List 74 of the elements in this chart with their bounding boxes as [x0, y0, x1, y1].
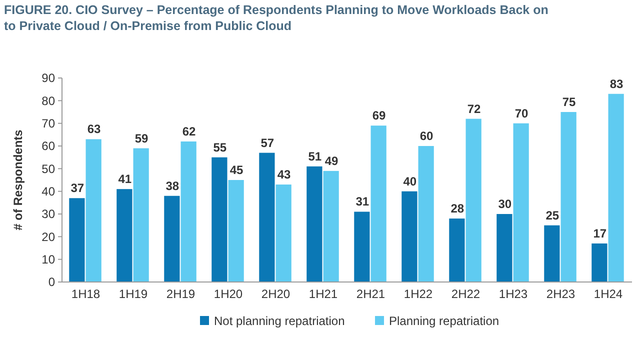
bar	[86, 139, 102, 282]
y-tick-label: 0	[48, 275, 56, 290]
bar	[212, 157, 228, 282]
legend-label: Planning repatriation	[389, 314, 500, 328]
data-label: 28	[450, 202, 464, 216]
bar	[608, 94, 624, 282]
y-tick-label: 10	[42, 252, 56, 267]
y-tick-label: 50	[42, 162, 56, 176]
x-tick-label: 1H21	[308, 287, 338, 301]
data-label: 40	[403, 174, 417, 188]
bar	[418, 146, 434, 282]
data-label: 59	[134, 131, 149, 146]
x-tick-label: 1H23	[498, 287, 528, 301]
y-tick-label: 20	[42, 230, 56, 244]
data-label: 41	[118, 172, 132, 186]
bar	[496, 214, 512, 282]
data-label: 60	[420, 129, 434, 143]
bar	[306, 166, 322, 282]
bar	[449, 218, 465, 282]
chart-title: FIGURE 20. CIO Survey – Percentage of Respondents Planning to Move Workloads Back on to Private Cloud / On-Premise from Public Cloud	[4, 3, 548, 33]
data-label: 45	[230, 163, 244, 177]
data-label: 69	[372, 108, 386, 123]
y-axis-title: # of Respondents	[11, 129, 25, 230]
bar	[259, 152, 275, 282]
bar	[133, 148, 149, 282]
bar	[544, 225, 560, 282]
bar	[402, 191, 418, 282]
bar	[228, 180, 244, 282]
data-label: 17	[593, 226, 607, 240]
data-label: 57	[260, 136, 274, 150]
x-tick-label: 1H18	[71, 287, 100, 301]
y-tick-label: 90	[42, 71, 56, 86]
bar	[592, 243, 608, 282]
data-label: 38	[166, 178, 180, 193]
x-tick-label: 2H23	[546, 287, 576, 301]
data-label: 55	[213, 140, 227, 154]
bar	[560, 112, 576, 282]
data-label: 63	[87, 122, 102, 136]
y-tick-label: 60	[42, 139, 56, 154]
bar	[354, 212, 370, 282]
x-tick-label: 2H19	[166, 287, 196, 301]
bar	[370, 126, 386, 282]
data-label: 31	[356, 194, 370, 209]
data-label: 49	[324, 154, 339, 168]
y-tick-label: 30	[42, 207, 56, 222]
bar	[323, 170, 339, 282]
x-tick-label: 1H19	[118, 287, 148, 301]
y-tick-label: 80	[42, 94, 56, 108]
x-tick-label: 2H22	[451, 287, 480, 301]
legend-label: Not planning repatriation	[214, 314, 345, 328]
data-label: 37	[70, 181, 84, 196]
y-tick-label: 40	[42, 184, 56, 199]
y-tick-label: 70	[42, 116, 56, 131]
data-label: 43	[277, 168, 292, 182]
data-label: 75	[562, 95, 576, 109]
bar	[69, 198, 85, 282]
x-tick-label: 1H20	[214, 287, 243, 301]
bar	[164, 196, 180, 282]
x-tick-label: 1H24	[594, 287, 623, 301]
bar	[116, 189, 132, 282]
data-label: 83	[610, 76, 624, 91]
bar	[513, 123, 529, 282]
bar	[276, 184, 292, 282]
data-label: 30	[498, 197, 512, 211]
bar	[466, 118, 482, 282]
bar	[180, 141, 196, 282]
data-label: 70	[514, 106, 529, 120]
x-tick-label: 2H21	[356, 287, 386, 301]
x-tick-label: 1H22	[404, 287, 433, 301]
data-label: 72	[467, 102, 482, 116]
data-label: 51	[308, 149, 322, 164]
x-tick-label: 2H20	[261, 287, 290, 301]
data-label: 25	[546, 208, 560, 222]
data-label: 62	[182, 124, 196, 138]
